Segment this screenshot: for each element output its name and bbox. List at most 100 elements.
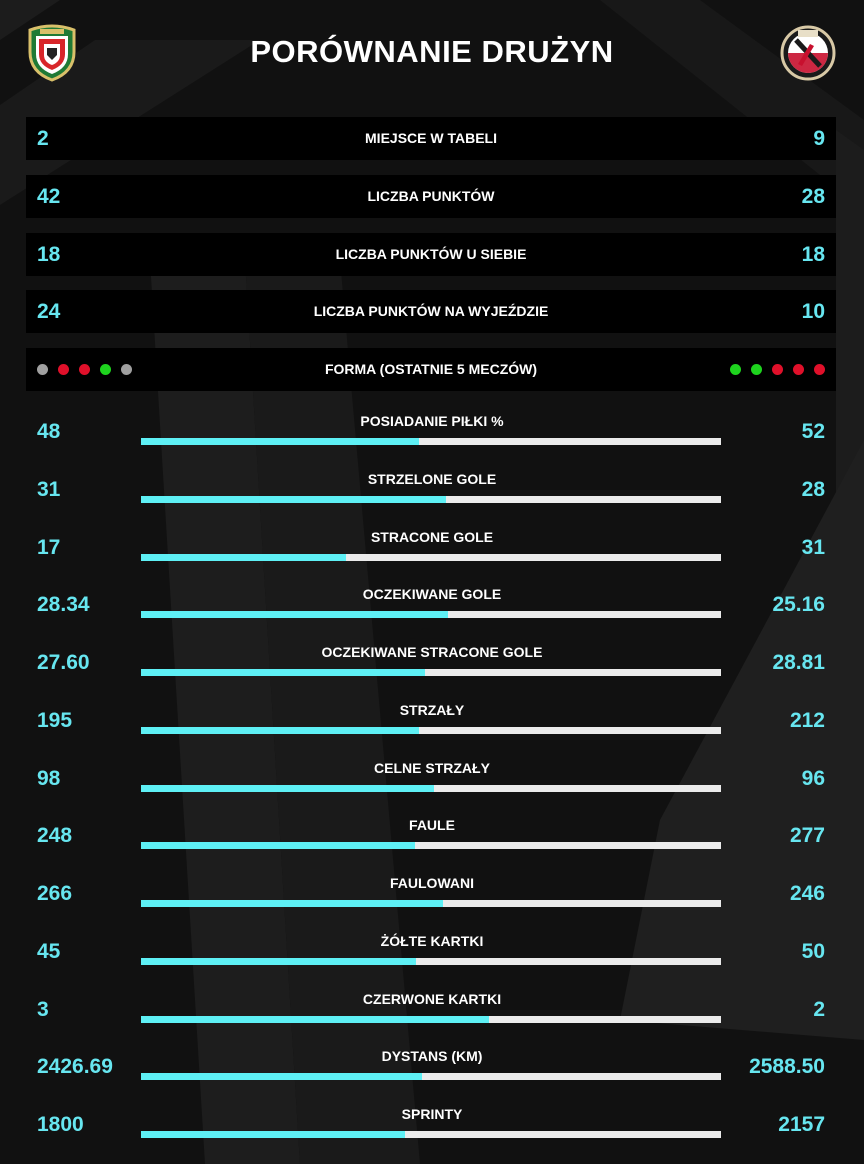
right-team-value: 10 [801,300,825,323]
form-result-loss-dot [793,364,804,375]
comparison-row-points: 42 LICZBA PUNKTÓW 28 [26,175,836,218]
right-team-value: 28 [801,477,825,501]
stat-label: POSIADANIE PIŁKI % [360,413,504,429]
stat-label: STRZAŁY [399,701,465,718]
left-team-value: 42 [37,185,61,208]
left-team-value: 24 [37,300,61,323]
comparison-bar [141,495,721,503]
left-team-value: 18 [37,243,61,266]
stat-label: DYSTANS (KM) [381,1048,483,1065]
stat-row-strzelone-gole: 31 STRZELONE GOLE 28 [0,466,864,524]
form-result-loss-dot [814,364,825,375]
form-result-loss-dot [79,364,90,375]
comparison-bar [141,1073,721,1081]
stat-row-oczekiwane-gole: 28.34 OCZEKIWANE GOLE 25.16 [0,581,864,639]
form-result-loss-dot [772,364,783,375]
right-team-value: 9 [813,127,825,150]
right-team-form-dots [730,348,825,391]
comparison-bar-left-fill [141,669,425,676]
left-team-value: 2426.69 [37,1055,113,1079]
stat-label: STRZELONE GOLE [367,470,497,487]
stat-row-czerwone-kartki: 3 CZERWONE KARTKI 2 [0,986,864,1044]
comparison-row-form: FORMA (OSTATNIE 5 MECZÓW) [26,348,836,391]
comparison-bar [141,438,721,445]
stat-row-posiadanie-pilki: 48 POSIADANIE PIŁKI % 52 [0,408,864,466]
comparison-bar-left-fill [141,957,416,965]
right-team-value: 277 [789,824,825,848]
row-label: LICZBA PUNKTÓW U SIEBIE [335,246,527,262]
stat-row-zolte-kartki: 45 ŻÓŁTE KARTKI 50 [0,928,864,986]
left-team-value: 266 [37,882,73,905]
row-label: LICZBA PUNKTÓW NA WYJEŹDZIE [313,303,549,319]
comparison-bar-left-fill [141,611,449,619]
left-team-value: 17 [37,535,61,559]
right-team-value: 18 [801,243,825,266]
comparison-bar-left-fill [141,726,419,734]
form-result-win-dot [751,364,762,375]
stat-row-strzaly: 195 STRZAŁY 212 [0,697,864,755]
stat-label: CELNE STRZAŁY [374,759,490,776]
left-team-form-dots [37,348,132,391]
comparison-bar [141,900,721,907]
left-team-crest-icon [24,24,80,82]
stat-label: CZERWONE KARTKI [362,990,502,1007]
left-team-value: 98 [37,766,61,790]
comparison-bar [141,784,721,792]
left-team-value: 28.34 [37,593,90,617]
stat-row-faulowani: 266 FAULOWANI 246 [0,870,864,928]
comparison-bar-left-fill [141,842,415,850]
comparison-bar-left-fill [141,495,446,503]
left-team-value: 248 [37,824,73,848]
stat-label: OCZEKIWANE GOLE [362,586,502,603]
stat-row-faule: 248 FAULE 277 [0,812,864,870]
header: PORÓWNANIE DRUŻYN [0,0,864,110]
left-team-value: 1800 [37,1113,84,1136]
stat-label: FAULE [409,817,455,834]
right-team-value: 25.16 [772,593,825,617]
right-team-value: 28.81 [772,651,825,674]
stat-label: FAULOWANI [390,875,474,891]
comparison-bar-left-fill [141,900,443,907]
form-result-draw-dot [121,364,132,375]
form-result-loss-dot [58,364,69,375]
comparison-bar [141,726,721,734]
comparison-bar [141,669,721,676]
right-team-value: 2157 [778,1113,825,1136]
right-team-value: 246 [789,882,825,905]
page-title: PORÓWNANIE DRUŻYN [250,34,614,69]
form-result-win-dot [730,364,741,375]
left-team-value: 3 [37,997,49,1021]
right-team-crest-icon [780,24,836,82]
stat-label: SPRINTY [401,1106,463,1122]
stat-label: STRACONE GOLE [370,528,494,545]
comparison-row-home-points: 18 LICZBA PUNKTÓW U SIEBIE 18 [26,233,836,276]
right-team-value: 31 [801,535,825,559]
comparison-bar-left-fill [141,784,434,792]
row-label: MIEJSCE W TABELI [365,130,497,146]
right-team-value: 2588.50 [749,1055,825,1079]
left-team-value: 2 [37,127,49,150]
comparison-bar-left-fill [141,1015,489,1023]
right-team-value: 28 [801,185,825,208]
comparison-bar [141,1131,721,1138]
right-team-value: 96 [801,766,825,790]
left-team-value: 45 [37,939,61,963]
comparison-bar-left-fill [141,1131,405,1138]
right-team-value: 52 [801,420,825,443]
left-team-value: 48 [37,420,61,443]
comparison-bar-left-fill [141,1073,422,1081]
comparison-bar [141,611,721,619]
stat-row-sprinty: 1800 SPRINTY 2157 [0,1101,864,1159]
row-label: FORMA (OSTATNIE 5 MECZÓW) [324,361,538,377]
comparison-row-league-position: 2 MIEJSCE W TABELI 9 [26,117,836,160]
left-team-value: 31 [37,477,61,501]
stat-row-oczekiwane-stracone-gole: 27.60 OCZEKIWANE STRACONE GOLE 28.81 [0,639,864,697]
comparison-bar [141,957,721,965]
stat-label: ŻÓŁTE KARTKI [380,932,484,949]
row-label: LICZBA PUNKTÓW [367,188,495,204]
form-result-draw-dot [37,364,48,375]
comparison-bar [141,553,721,561]
left-team-value: 27.60 [37,651,90,674]
right-team-value: 212 [789,708,825,732]
